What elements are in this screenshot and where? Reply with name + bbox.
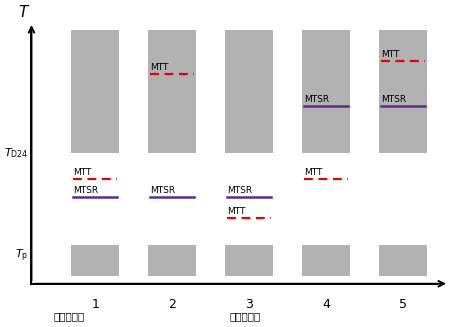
Text: MTT: MTT	[73, 168, 92, 177]
Text: 危险度级别: 危险度级别	[53, 311, 84, 321]
Text: 危险度增加: 危险度增加	[229, 311, 261, 321]
Text: MTSR: MTSR	[150, 186, 175, 195]
Bar	[71, 30, 119, 153]
Text: 4: 4	[322, 298, 330, 311]
Text: 3: 3	[245, 298, 253, 311]
Text: MTT: MTT	[304, 168, 322, 177]
Text: $T_{\mathrm{p}}$: $T_{\mathrm{p}}$	[15, 248, 28, 265]
Text: MTSR: MTSR	[227, 186, 252, 195]
Text: MTT: MTT	[227, 207, 245, 216]
Bar	[71, 245, 119, 276]
Bar	[225, 245, 273, 276]
Text: 5: 5	[399, 298, 407, 311]
Text: MTT: MTT	[381, 50, 399, 59]
Bar	[225, 30, 273, 153]
Bar	[302, 30, 350, 153]
Text: $T_{\mathrm{D24}}$: $T_{\mathrm{D24}}$	[4, 146, 28, 160]
Text: 1: 1	[91, 298, 99, 311]
Text: MTSR: MTSR	[304, 95, 329, 104]
Text: MTT: MTT	[150, 63, 169, 72]
Text: MTSR: MTSR	[73, 186, 98, 195]
Text: $T$: $T$	[18, 4, 30, 20]
Bar	[379, 245, 427, 276]
Text: 2: 2	[168, 298, 176, 311]
Text: MTSR: MTSR	[381, 95, 406, 104]
Bar	[148, 245, 196, 276]
Bar	[302, 245, 350, 276]
Bar	[148, 30, 196, 153]
Bar	[379, 30, 427, 153]
